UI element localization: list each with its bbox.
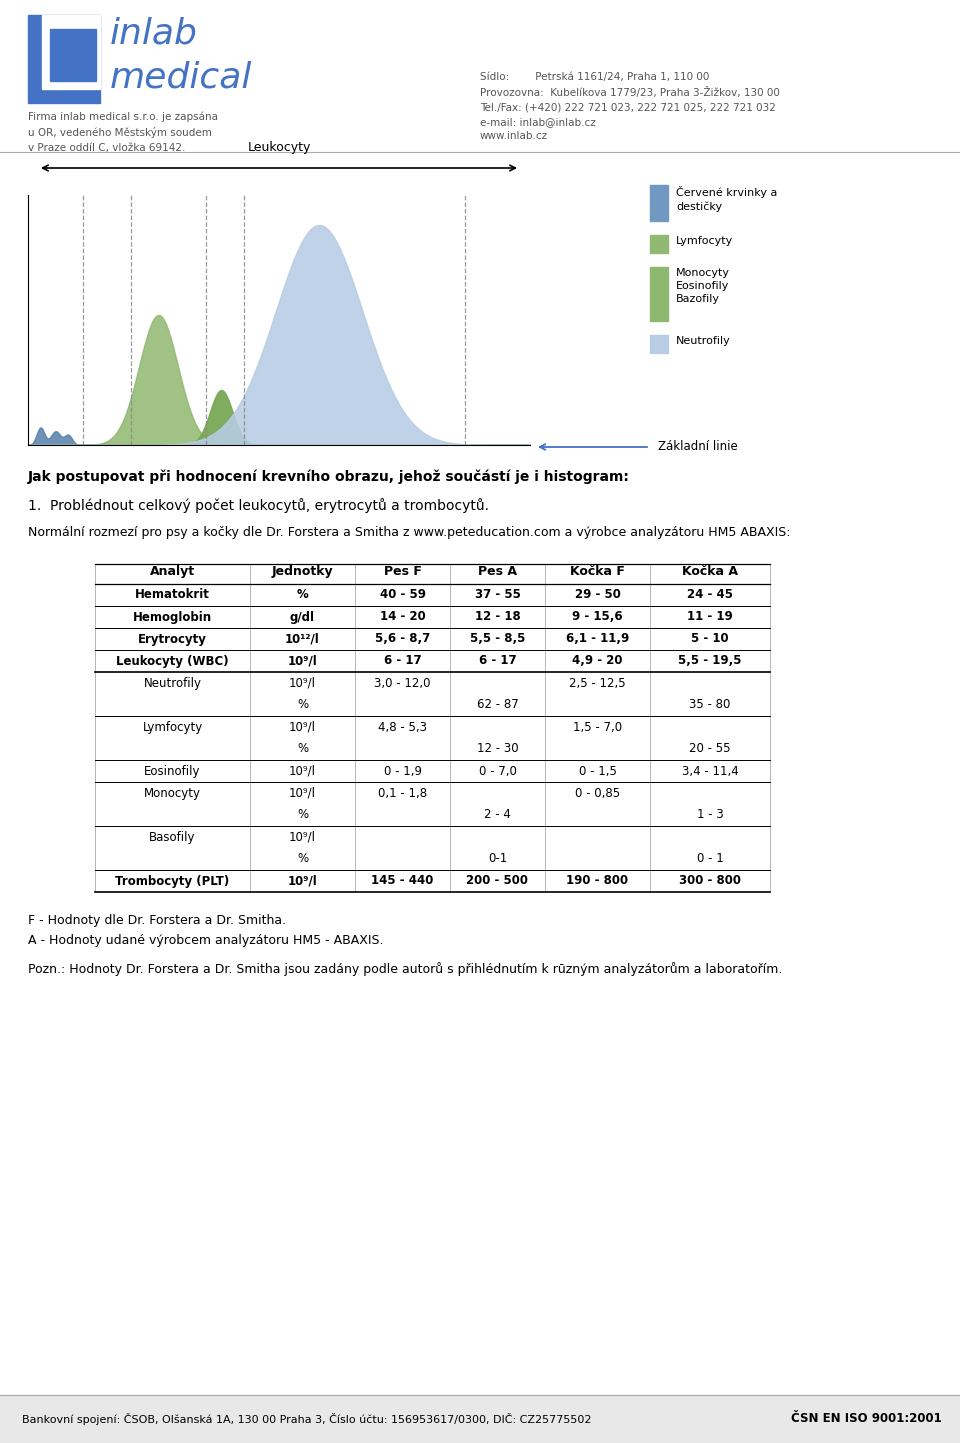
Text: 10⁹/l: 10⁹/l bbox=[289, 786, 316, 799]
Text: Sídlo:        Petrská 1161/24, Praha 1, 110 00
Provozovna:  Kubelíkova 1779/23, : Sídlo: Petrská 1161/24, Praha 1, 110 00 … bbox=[480, 72, 780, 141]
Text: Monocyty
Eosinofily
Bazofily: Monocyty Eosinofily Bazofily bbox=[676, 268, 730, 304]
Text: Červené krvinky a
destičky: Červené krvinky a destičky bbox=[676, 186, 778, 212]
Text: 12 - 18: 12 - 18 bbox=[474, 610, 520, 623]
Text: 9 - 15,6: 9 - 15,6 bbox=[572, 610, 623, 623]
Text: 3,4 - 11,4: 3,4 - 11,4 bbox=[682, 765, 738, 778]
Text: 145 - 440: 145 - 440 bbox=[372, 874, 434, 887]
Text: Pes F: Pes F bbox=[384, 566, 421, 579]
Text: 12 - 30: 12 - 30 bbox=[477, 743, 518, 756]
Text: 6 - 17: 6 - 17 bbox=[479, 655, 516, 668]
Text: 20 - 55: 20 - 55 bbox=[689, 743, 731, 756]
Text: 0 - 0,85: 0 - 0,85 bbox=[575, 786, 620, 799]
Text: 37 - 55: 37 - 55 bbox=[474, 589, 520, 602]
Text: Neutrofily: Neutrofily bbox=[143, 677, 202, 690]
Bar bbox=[650, 235, 668, 253]
Text: 3,0 - 12,0: 3,0 - 12,0 bbox=[374, 677, 431, 690]
Text: 300 - 800: 300 - 800 bbox=[679, 874, 741, 887]
Text: Hematokrit: Hematokrit bbox=[135, 589, 210, 602]
Text: 5,6 - 8,7: 5,6 - 8,7 bbox=[374, 632, 430, 645]
Text: Firma inlab medical s.r.o. je zapsána
u OR, vedeného Městským soudem
v Praze odd: Firma inlab medical s.r.o. je zapsána u … bbox=[28, 113, 218, 153]
Text: 24 - 45: 24 - 45 bbox=[687, 589, 733, 602]
Text: %: % bbox=[297, 589, 308, 602]
Text: 10⁹/l: 10⁹/l bbox=[289, 765, 316, 778]
Text: 0,1 - 1,8: 0,1 - 1,8 bbox=[378, 786, 427, 799]
Text: g/dl: g/dl bbox=[290, 610, 315, 623]
Text: medical: medical bbox=[110, 61, 252, 95]
Text: 4,8 - 5,3: 4,8 - 5,3 bbox=[378, 720, 427, 733]
Text: %: % bbox=[297, 698, 308, 711]
Text: F - Hodnoty dle Dr. Forstera a Dr. Smitha.: F - Hodnoty dle Dr. Forstera a Dr. Smith… bbox=[28, 913, 286, 926]
Text: 0 - 1,5: 0 - 1,5 bbox=[579, 765, 616, 778]
Text: 2 - 4: 2 - 4 bbox=[484, 808, 511, 821]
Bar bbox=[0, 1395, 960, 1443]
Text: Eosinofily: Eosinofily bbox=[144, 765, 201, 778]
Text: Leukocyty (WBC): Leukocyty (WBC) bbox=[116, 655, 228, 668]
Text: %: % bbox=[297, 853, 308, 866]
Text: 35 - 80: 35 - 80 bbox=[689, 698, 731, 711]
Text: 0 - 1: 0 - 1 bbox=[697, 853, 724, 866]
Bar bbox=[650, 267, 668, 320]
Text: 5,5 - 8,5: 5,5 - 8,5 bbox=[469, 632, 525, 645]
Text: 10⁹/l: 10⁹/l bbox=[288, 874, 318, 887]
Text: Analyt: Analyt bbox=[150, 566, 195, 579]
Text: Lymfocyty: Lymfocyty bbox=[676, 237, 733, 245]
Text: 0 - 7,0: 0 - 7,0 bbox=[479, 765, 516, 778]
Text: Normální rozmezí pro psy a kočky dle Dr. Forstera a Smitha z www.peteducation.co: Normální rozmezí pro psy a kočky dle Dr.… bbox=[28, 527, 790, 540]
Text: Kočka A: Kočka A bbox=[682, 566, 738, 579]
Text: Erytrocyty: Erytrocyty bbox=[138, 632, 207, 645]
Text: 2,5 - 12,5: 2,5 - 12,5 bbox=[569, 677, 626, 690]
Text: Základní linie: Základní linie bbox=[658, 440, 737, 453]
Text: 5,5 - 19,5: 5,5 - 19,5 bbox=[679, 655, 742, 668]
Text: Lymfocyty: Lymfocyty bbox=[142, 720, 203, 733]
Text: 10⁹/l: 10⁹/l bbox=[289, 720, 316, 733]
Text: 10⁹/l: 10⁹/l bbox=[289, 831, 316, 844]
Text: 6,1 - 11,9: 6,1 - 11,9 bbox=[565, 632, 629, 645]
Bar bbox=[650, 185, 668, 221]
Text: Trombocyty (PLT): Trombocyty (PLT) bbox=[115, 874, 229, 887]
Bar bbox=[42, 14, 100, 89]
Text: Kočka F: Kočka F bbox=[570, 566, 625, 579]
Text: 6 - 17: 6 - 17 bbox=[384, 655, 421, 668]
Text: Pes A: Pes A bbox=[478, 566, 517, 579]
Text: Pozn.: Hodnoty Dr. Forstera a Dr. Smitha jsou zadány podle autorů s přihlédnutím: Pozn.: Hodnoty Dr. Forstera a Dr. Smitha… bbox=[28, 962, 782, 975]
Text: 10¹²/l: 10¹²/l bbox=[285, 632, 320, 645]
Text: Jednotky: Jednotky bbox=[272, 566, 333, 579]
Text: Hemoglobin: Hemoglobin bbox=[132, 610, 212, 623]
Text: inlab: inlab bbox=[110, 17, 198, 51]
Text: ČSN EN ISO 9001:2001: ČSN EN ISO 9001:2001 bbox=[791, 1413, 942, 1426]
Text: Monocyty: Monocyty bbox=[144, 786, 201, 799]
Text: 0-1: 0-1 bbox=[488, 853, 507, 866]
Text: 0 - 1,9: 0 - 1,9 bbox=[383, 765, 421, 778]
Text: 10⁹/l: 10⁹/l bbox=[289, 677, 316, 690]
Text: 1,5 - 7,0: 1,5 - 7,0 bbox=[573, 720, 622, 733]
Bar bbox=[28, 14, 100, 102]
Text: 14 - 20: 14 - 20 bbox=[379, 610, 425, 623]
Text: A - Hodnoty udané výrobcem analyzátoru HM5 - ABAXIS.: A - Hodnoty udané výrobcem analyzátoru H… bbox=[28, 934, 383, 947]
Text: 190 - 800: 190 - 800 bbox=[566, 874, 629, 887]
Text: 29 - 50: 29 - 50 bbox=[575, 589, 620, 602]
Text: 11 - 19: 11 - 19 bbox=[687, 610, 732, 623]
Text: %: % bbox=[297, 808, 308, 821]
Text: Basofily: Basofily bbox=[149, 831, 196, 844]
Text: 62 - 87: 62 - 87 bbox=[476, 698, 518, 711]
Text: 5 - 10: 5 - 10 bbox=[691, 632, 729, 645]
Text: Jak postupovat při hodnocení krevního obrazu, jehož součástí je i histogram:: Jak postupovat při hodnocení krevního ob… bbox=[28, 470, 630, 485]
Text: 40 - 59: 40 - 59 bbox=[379, 589, 425, 602]
Text: 10⁹/l: 10⁹/l bbox=[288, 655, 318, 668]
Text: Neutrofily: Neutrofily bbox=[676, 336, 731, 346]
Text: 200 - 500: 200 - 500 bbox=[467, 874, 529, 887]
Text: 1 - 3: 1 - 3 bbox=[697, 808, 724, 821]
Text: Bankovní spojení: ČSOB, Olšanská 1A, 130 00 Praha 3, Číslo účtu: 156953617/0300,: Bankovní spojení: ČSOB, Olšanská 1A, 130… bbox=[22, 1413, 591, 1426]
Text: %: % bbox=[297, 743, 308, 756]
Bar bbox=[50, 29, 96, 81]
Text: 1.  Problédnout celkový počet leukocytů, erytrocytů a trombocytů.: 1. Problédnout celkový počet leukocytů, … bbox=[28, 498, 489, 512]
Text: Leukocyty: Leukocyty bbox=[248, 141, 311, 154]
Bar bbox=[650, 335, 668, 354]
Text: 4,9 - 20: 4,9 - 20 bbox=[572, 655, 623, 668]
